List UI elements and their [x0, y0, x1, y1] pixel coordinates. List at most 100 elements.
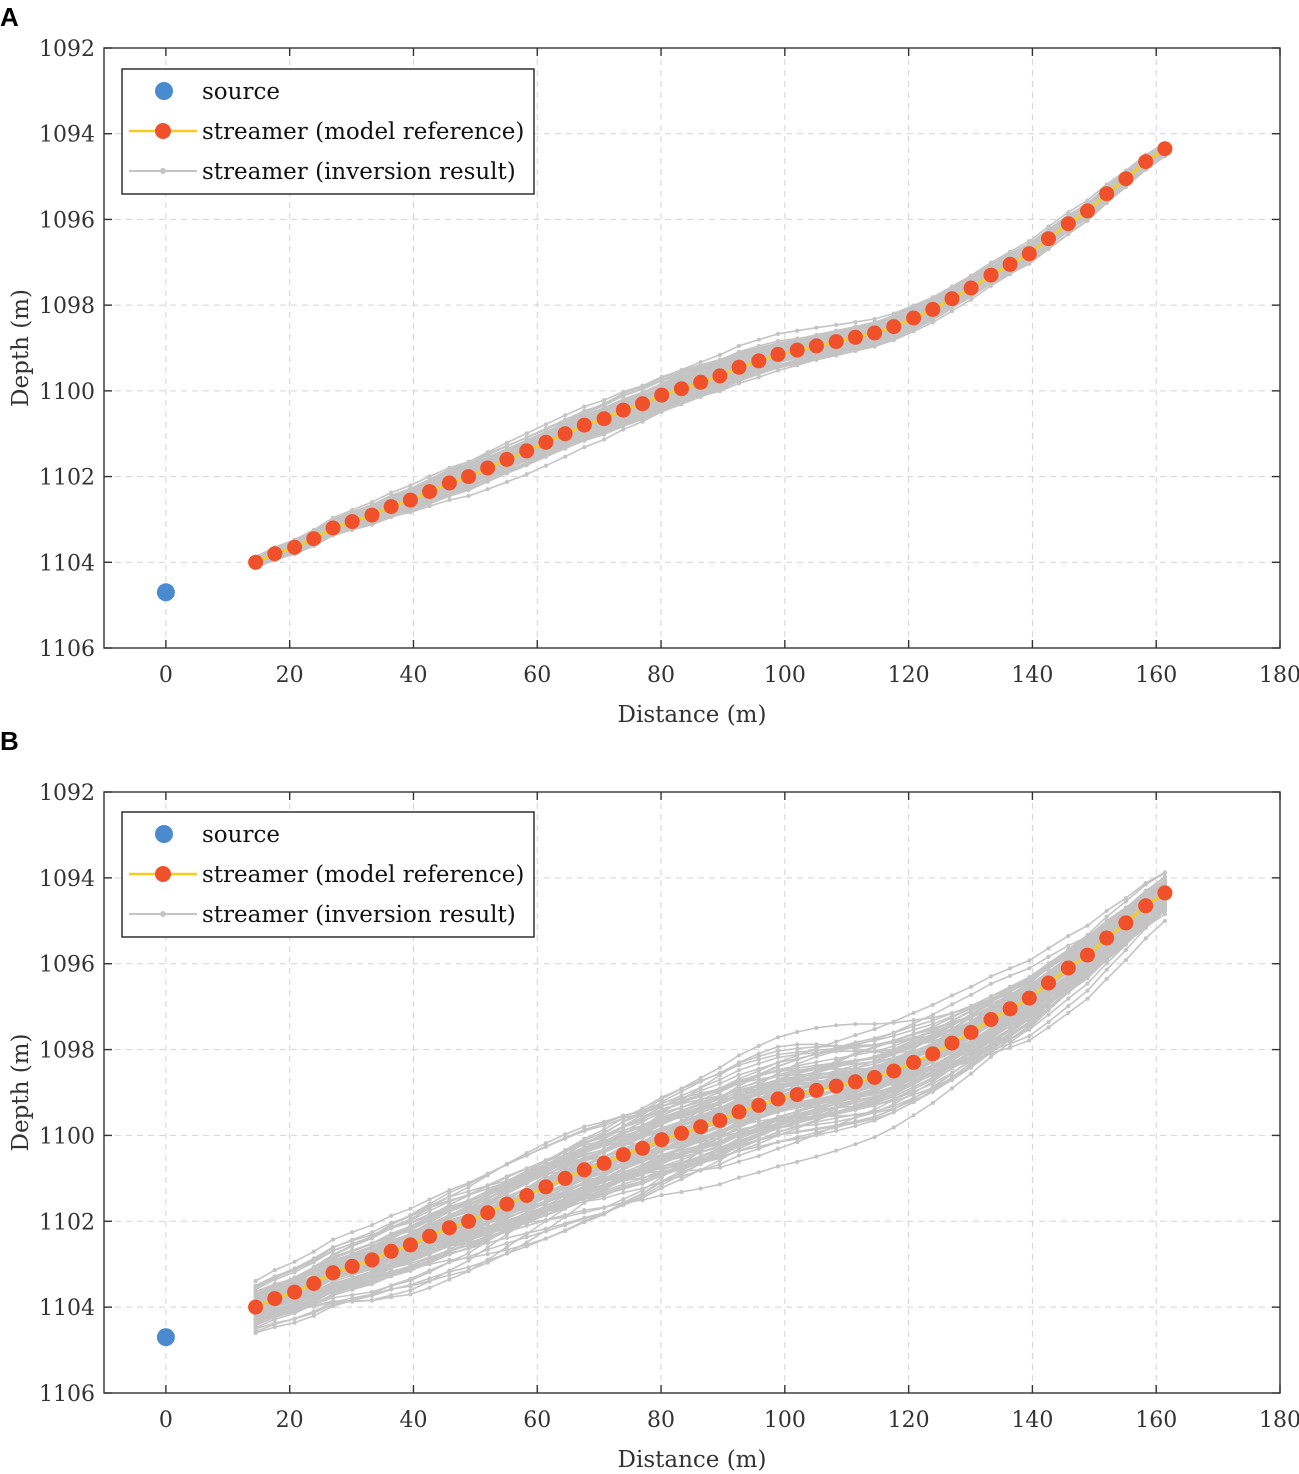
inversion-point [524, 431, 529, 436]
inversion-point [659, 403, 664, 408]
inversion-point [969, 297, 974, 302]
inversion-point [485, 456, 490, 461]
inversion-point [1085, 198, 1090, 203]
inversion-point [621, 396, 626, 402]
reference-point [808, 338, 824, 354]
reference-point [731, 359, 747, 375]
reference-point [344, 514, 360, 530]
reference-point [441, 475, 457, 491]
inversion-point [524, 435, 529, 440]
source-marker [156, 583, 175, 602]
inversion-point [717, 352, 723, 357]
inversion-point [563, 421, 568, 426]
inversion-point [736, 377, 742, 382]
inversion-point [717, 363, 723, 368]
reference-point [828, 334, 844, 350]
reference-point [1060, 216, 1076, 232]
inversion-point [679, 397, 684, 402]
reference-point [480, 460, 496, 476]
inversion-point [679, 367, 684, 372]
inversion-point [621, 427, 626, 432]
inversion-point [698, 391, 703, 396]
inversion-point [834, 350, 839, 355]
inversion-point [698, 370, 703, 376]
reference-point [693, 374, 709, 390]
inversion-point [1066, 231, 1071, 236]
inversion-point [524, 462, 529, 467]
x-tick-label: 140 [1011, 663, 1053, 688]
x-tick-label: 60 [523, 663, 551, 688]
inversion-point [504, 471, 509, 476]
inversion-point [795, 328, 800, 333]
inversion-point [756, 371, 761, 376]
reference-point [712, 368, 728, 384]
reference-point [944, 291, 960, 307]
inversion-point [949, 309, 955, 314]
inversion-point [485, 479, 490, 484]
inversion-point [602, 405, 607, 410]
reference-point [1099, 186, 1115, 202]
reference-point [1157, 141, 1173, 157]
inversion-point [369, 500, 375, 505]
reference-point [867, 325, 883, 341]
inversion-point [814, 334, 819, 339]
inversion-point [717, 357, 723, 362]
inversion-point [350, 507, 355, 513]
reference-point [596, 411, 612, 427]
x-tick-label: 80 [647, 663, 675, 688]
panel-a: A 0 20 40 60 80 100 120 140 160 18010921094109610… [0, 2, 1299, 728]
reference-point [538, 434, 554, 450]
reference-point [1118, 171, 1134, 187]
inversion-point [659, 375, 664, 380]
inversion-point [775, 341, 781, 346]
inversion-point [911, 329, 916, 334]
inversion-point [756, 375, 761, 380]
inversion-point [563, 443, 568, 449]
reference-point [983, 267, 999, 283]
inversion-point [543, 422, 549, 427]
inversion-point [1046, 224, 1051, 229]
inversion-point [640, 419, 645, 424]
inversion-point [949, 284, 955, 289]
reference-point [770, 346, 786, 362]
inversion-point [408, 483, 413, 488]
inversion-point [389, 514, 394, 520]
inversion-point [795, 360, 800, 365]
reference-point [364, 507, 380, 523]
inversion-point [408, 487, 413, 493]
reference-point [306, 531, 322, 547]
inversion-point [795, 337, 800, 342]
reference-point [557, 426, 573, 442]
inversion-point [543, 453, 549, 458]
inversion-point [524, 472, 529, 477]
reference-point [654, 387, 670, 403]
inversion-point [640, 412, 645, 417]
reference-point [248, 554, 264, 570]
reference-point [267, 546, 283, 562]
inversion-point [891, 313, 896, 318]
inversion-point [1066, 210, 1071, 215]
reference-point [847, 329, 863, 345]
inversion-point [756, 337, 761, 342]
inversion-point [427, 474, 432, 479]
reference-streamer [248, 141, 1173, 570]
inversion-point [640, 385, 645, 390]
inversion-point [485, 487, 490, 492]
inversion-point [447, 497, 452, 503]
inversion-point [389, 490, 394, 495]
inversion-point [911, 304, 916, 309]
inversion-point [389, 495, 394, 500]
inversion-point [563, 413, 568, 418]
reference-point [519, 443, 535, 459]
reference-point [287, 539, 303, 555]
inversion-point [504, 479, 509, 485]
inversion-point [717, 385, 723, 390]
x-tick-label: 100 [764, 663, 806, 688]
inversion-point [698, 360, 703, 365]
reference-point [886, 319, 902, 335]
inversion-point [330, 515, 336, 520]
inversion-point [930, 295, 935, 300]
reference-point [576, 417, 592, 433]
reference-point [461, 469, 477, 485]
